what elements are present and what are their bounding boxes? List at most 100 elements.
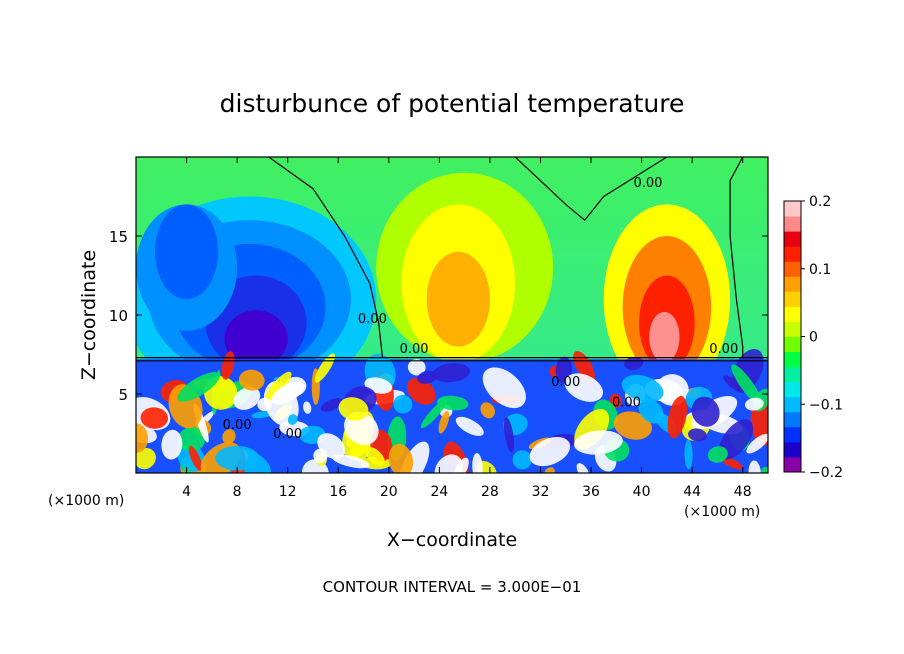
field-patch-lower — [621, 374, 664, 403]
colorbar-segment — [784, 411, 801, 428]
field-patch-lower — [222, 429, 236, 445]
contour-label: 0.00 — [612, 396, 641, 411]
y-axis-label: Z−coordinate — [78, 250, 100, 380]
x-axis: 4 8 12 16 20 24 28 32 36 40 44 48 — [182, 157, 752, 500]
colorbar-tick-label: 0.1 — [809, 262, 831, 278]
x-tick-label: 28 — [481, 484, 499, 500]
field-patch-lower — [393, 394, 413, 414]
x-tick-label: 8 — [233, 484, 242, 500]
field-patch-upper — [154, 204, 219, 300]
contour-lines — [136, 157, 768, 362]
contour-label-group: 0.00 0.00 0.00 0.00 0.00 0.00 0.00 0.00 — [223, 176, 739, 442]
colorbar-segment — [784, 306, 801, 322]
field-patch-lower — [684, 439, 693, 470]
field-patch-lower — [136, 448, 156, 470]
field-patch-lower — [438, 411, 450, 434]
field-patch-lower — [303, 401, 312, 414]
x-tick-label: 36 — [582, 484, 600, 500]
field-patch-lower — [177, 372, 220, 402]
field-patch-lower — [215, 445, 260, 471]
field-patch-lower — [455, 416, 484, 436]
x-tick-label: 4 — [182, 484, 191, 500]
colorbar-segment — [784, 291, 801, 307]
x-tick-label: 20 — [380, 484, 398, 500]
field-patch-lower — [573, 351, 595, 383]
field-patch-lower — [257, 397, 273, 412]
field-patch-lower — [688, 428, 707, 442]
field-patch-lower — [746, 433, 768, 454]
colorbar — [783, 200, 802, 473]
colorbar-ticks: 0.2 0.1 0 −0.1 −0.2 — [801, 194, 843, 481]
colorbar-tick-label: 0 — [809, 330, 818, 346]
x-tick-label: 16 — [329, 484, 347, 500]
field-patch-lower — [691, 396, 720, 427]
field-patch-lower — [503, 417, 515, 453]
field-patch-lower — [399, 441, 430, 473]
field-patch-lower — [564, 373, 603, 402]
field-patch-lower — [718, 419, 754, 460]
colorbar-segment — [784, 321, 801, 337]
x-tick-label: 44 — [683, 484, 701, 500]
colorbar-segment — [784, 441, 801, 458]
field-patch-lower — [482, 367, 526, 409]
colorbar-segment — [784, 426, 801, 443]
lower-layer-field — [136, 348, 768, 473]
field-patch-upper — [649, 311, 680, 363]
y-axis: 5 10 15 — [109, 228, 768, 404]
field-patch-lower — [136, 423, 149, 453]
field-patch-lower — [178, 426, 206, 452]
field-patch-lower — [721, 456, 743, 470]
colorbar-segment — [784, 276, 801, 292]
colorbar-segment — [784, 231, 801, 247]
colorbar-segment — [784, 336, 801, 353]
contour-line — [268, 157, 384, 358]
field-patch-lower — [140, 407, 169, 429]
field-patch-lower — [480, 402, 495, 419]
contour-label: 0.00 — [400, 342, 429, 357]
field-patch-lower — [434, 454, 463, 473]
y-tick-label: 10 — [109, 307, 128, 325]
x-axis-label: X−coordinate — [387, 529, 517, 551]
field-patch-lower — [287, 414, 298, 425]
contour-line — [729, 157, 744, 358]
field-patch-lower — [238, 369, 265, 391]
plot-area — [136, 157, 768, 473]
contour-label: 0.00 — [273, 427, 302, 442]
contour-label: 0.00 — [551, 375, 580, 390]
field-patch-upper — [224, 310, 288, 368]
field-patch-lower — [707, 446, 728, 463]
field-patch-lower — [233, 387, 261, 410]
field-patch-lower — [407, 359, 426, 376]
contour-label: 0.00 — [709, 342, 738, 357]
field-patch-lower — [731, 364, 762, 405]
field-patch-lower — [320, 398, 343, 412]
colorbar-segment — [784, 366, 801, 383]
field-patch-lower — [271, 381, 304, 405]
contour-interval-note: CONTOUR INTERVAL = 3.000E−01 — [323, 578, 582, 596]
field-patch-lower — [437, 395, 469, 411]
upper-layer-field — [136, 172, 731, 402]
field-patch-lower — [723, 375, 745, 393]
colorbar-segment — [784, 201, 801, 217]
colorbar-segment — [784, 246, 801, 262]
field-patch-lower — [624, 356, 644, 371]
chart-title: disturbunce of potential temperature — [220, 89, 685, 118]
contour-line — [514, 157, 668, 222]
contour-label: 0.00 — [633, 176, 662, 191]
colorbar-tick-label: 0.2 — [809, 194, 831, 210]
x-tick-label: 40 — [633, 484, 651, 500]
field-patch-lower — [744, 397, 764, 411]
contour-label: 0.00 — [223, 418, 252, 433]
field-patch-lower — [667, 395, 688, 439]
field-patch-lower — [365, 447, 385, 467]
field-patch-upper — [426, 251, 490, 347]
colorbar-segment — [784, 456, 801, 473]
field-patch-lower — [512, 450, 532, 470]
y-tick-label: 5 — [118, 386, 128, 404]
field-patch-lower — [420, 399, 447, 429]
field-patch-lower — [574, 430, 623, 455]
colorbar-segment — [784, 396, 801, 413]
field-patch-lower — [332, 454, 370, 469]
field-patch-lower — [338, 397, 369, 421]
